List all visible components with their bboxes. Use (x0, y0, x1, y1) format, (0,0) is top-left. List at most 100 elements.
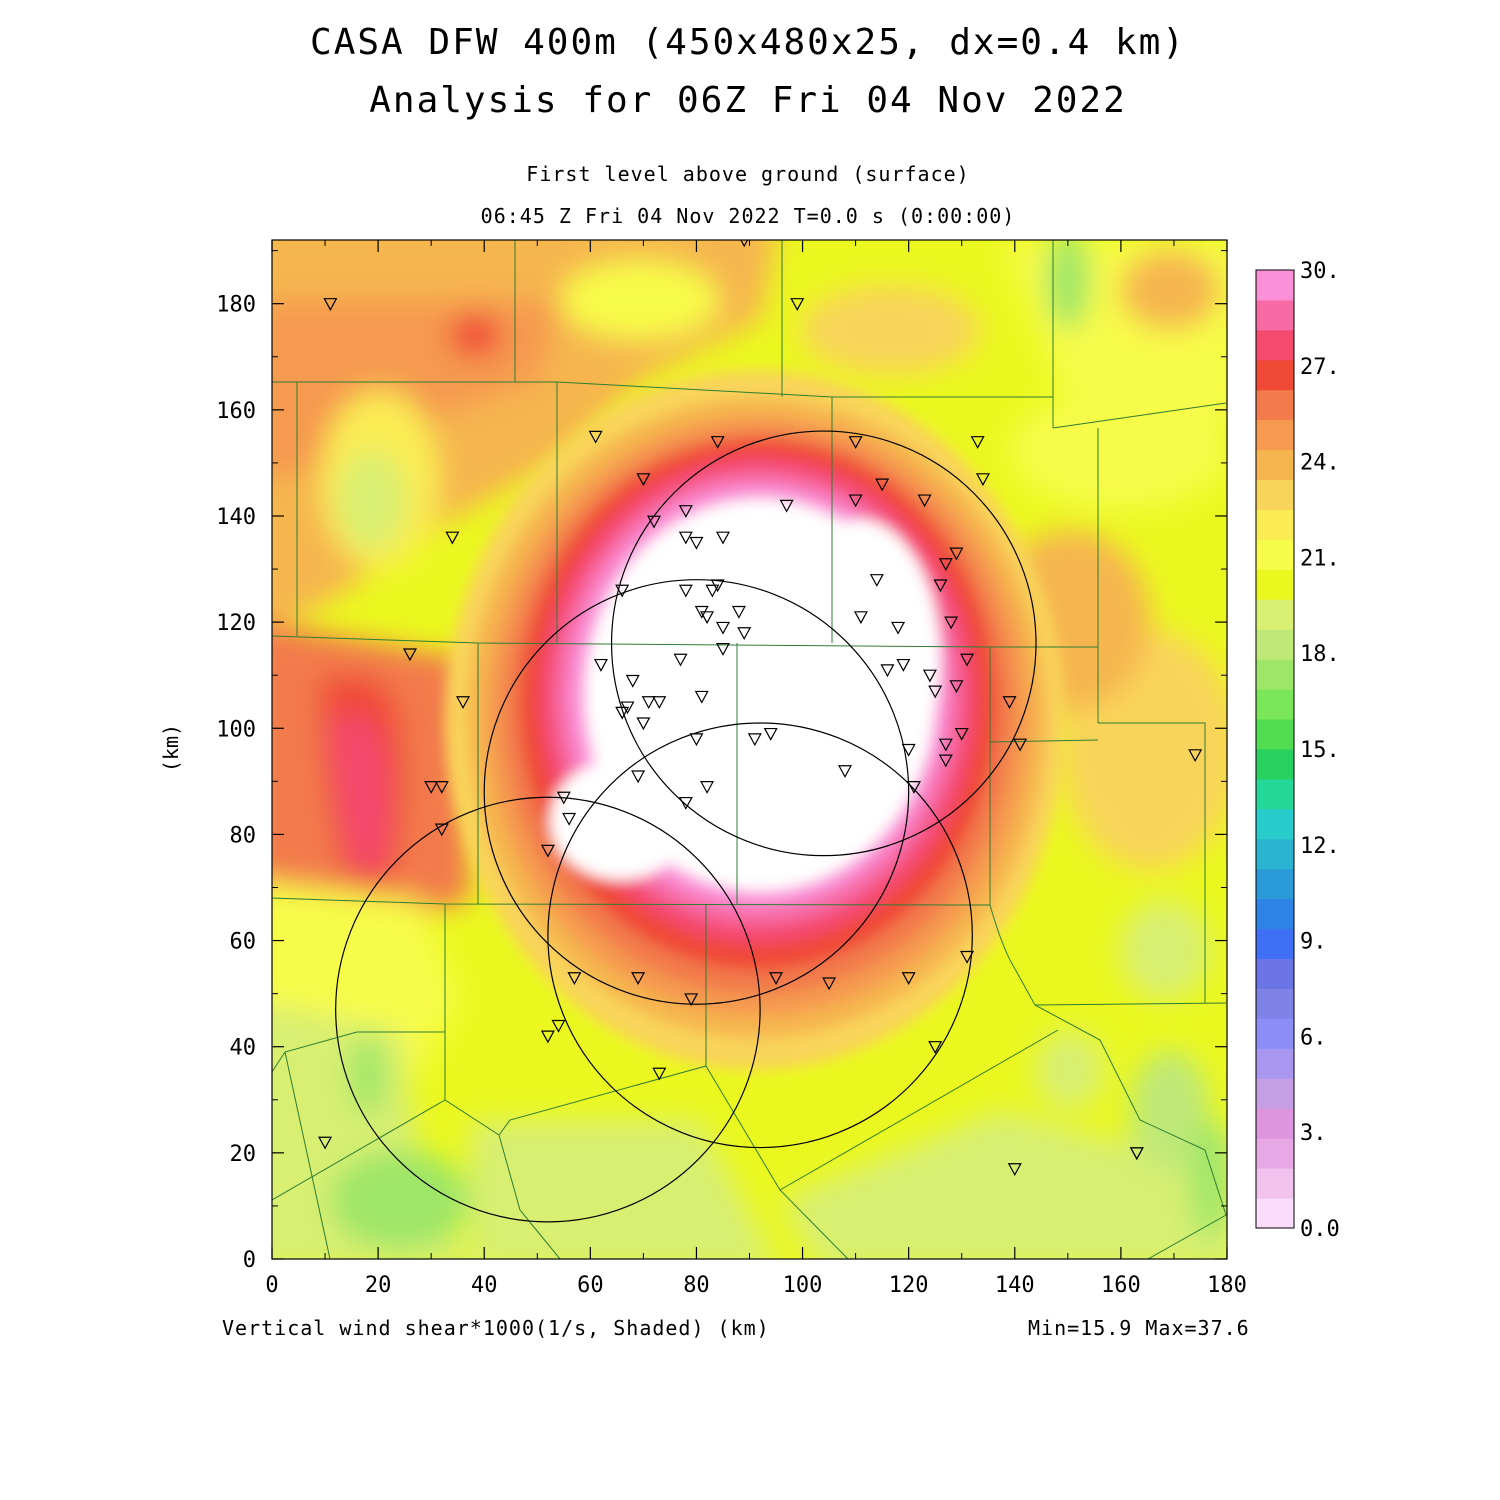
colorbar-swatch (1256, 539, 1294, 570)
station-marker (652, 1067, 667, 1081)
station-marker (960, 653, 975, 667)
station-marker (625, 674, 640, 688)
station-marker (593, 658, 608, 672)
station-marker (455, 696, 471, 709)
colorbar-frame (1255, 269, 1295, 1229)
y-tick-label: 20 (230, 1142, 257, 1167)
station-marker (700, 781, 715, 794)
station-marker (848, 436, 863, 449)
station-marker (689, 536, 704, 550)
station-marker (954, 727, 969, 741)
colorbar-swatch (1256, 659, 1294, 690)
colorbar-swatch (1256, 1198, 1294, 1229)
station-marker (880, 664, 895, 678)
station-marker (705, 584, 720, 598)
station-marker (944, 616, 959, 630)
colorbar-swatch (1256, 838, 1294, 870)
station-marker (678, 531, 693, 545)
station-marker (875, 478, 890, 492)
station-marker (901, 743, 916, 757)
radar-ring (547, 722, 973, 1149)
colorbar-swatch (1256, 329, 1294, 361)
station-markers (318, 240, 1203, 1177)
station-marker (646, 515, 662, 529)
y-tick-label: 180 (216, 293, 256, 318)
station-marker (938, 738, 953, 752)
station-marker (1007, 1163, 1022, 1177)
station-marker (673, 653, 688, 667)
station-marker (1129, 1147, 1144, 1161)
colorbar-swatch (1256, 449, 1294, 481)
colorbar-label: 30. (1300, 259, 1340, 284)
station-marker (928, 685, 943, 699)
station-marker (631, 972, 646, 985)
station-marker (424, 781, 439, 794)
x-tick-label: 100 (783, 1273, 823, 1298)
station-marker (689, 733, 704, 747)
colorbar-swatch (1256, 1138, 1294, 1169)
station-marker (1013, 738, 1028, 752)
station-marker (747, 733, 762, 747)
colorbar-swatch (1256, 928, 1294, 960)
station-marker (906, 781, 921, 794)
colorbar-swatch (1256, 868, 1294, 900)
colorbar-swatch (1256, 389, 1294, 421)
colorbar-label: 27. (1300, 355, 1340, 380)
colorbar-swatch (1256, 958, 1294, 989)
colorbar-swatch (1256, 479, 1294, 510)
station-marker (631, 770, 646, 784)
x-tick-label: 20 (365, 1273, 392, 1298)
y-tick-label: 60 (230, 930, 257, 955)
colorbar-swatch (1256, 299, 1294, 331)
colorbar-label: 15. (1300, 738, 1340, 763)
x-tick-label: 80 (683, 1273, 710, 1298)
station-marker (636, 717, 651, 731)
station-marker (678, 584, 693, 598)
station-marker (769, 972, 784, 985)
chart-title: CASA DFW 400m (450x480x25, dx=0.4 km) (310, 22, 1186, 63)
station-marker (540, 1030, 555, 1044)
station-marker (837, 765, 853, 778)
colorbar-swatch (1256, 599, 1294, 630)
station-marker (445, 531, 460, 545)
station-marker (556, 791, 571, 805)
station-marker (853, 611, 868, 625)
station-marker (715, 621, 730, 635)
colorbar-swatch (1256, 1048, 1294, 1079)
colorbar-swatch (1256, 270, 1294, 301)
x-tick-label: 140 (995, 1273, 1035, 1298)
field-label: Vertical wind shear*1000(1/s, Shaded) (k… (222, 1316, 770, 1340)
station-marker (763, 727, 778, 741)
y-tick-label: 80 (230, 823, 257, 848)
station-marker (684, 993, 699, 1007)
station-marker (822, 977, 837, 991)
y-axis-label: (km) (159, 724, 183, 772)
colorbar-swatch (1256, 749, 1294, 780)
colorbar-label: 6. (1300, 1025, 1327, 1050)
station-marker (970, 436, 985, 449)
station-marker (922, 669, 937, 683)
station-marker (318, 1136, 333, 1150)
station-marker (588, 430, 603, 444)
station-marker (434, 823, 449, 837)
station-marker (933, 579, 948, 593)
station-marker (869, 574, 884, 587)
station-marker (641, 696, 656, 709)
shear-maximum-core (445, 370, 1065, 1070)
station-marker (731, 605, 746, 619)
station-marker (694, 690, 709, 704)
x-tick-label: 180 (1207, 1273, 1247, 1298)
station-marker (678, 505, 693, 518)
colorbar-swatch (1256, 569, 1294, 600)
colorbar-swatch (1256, 629, 1294, 660)
station-marker (1188, 749, 1203, 763)
station-marker (896, 658, 911, 672)
station-marker (567, 972, 582, 985)
colorbar-swatch (1256, 1078, 1294, 1109)
colorbar-label: 9. (1300, 930, 1327, 955)
colorbar-label: 18. (1300, 642, 1340, 667)
colorbar-swatch (1256, 808, 1294, 840)
station-marker (562, 812, 577, 826)
level-label: First level above ground (surface) (526, 162, 970, 186)
